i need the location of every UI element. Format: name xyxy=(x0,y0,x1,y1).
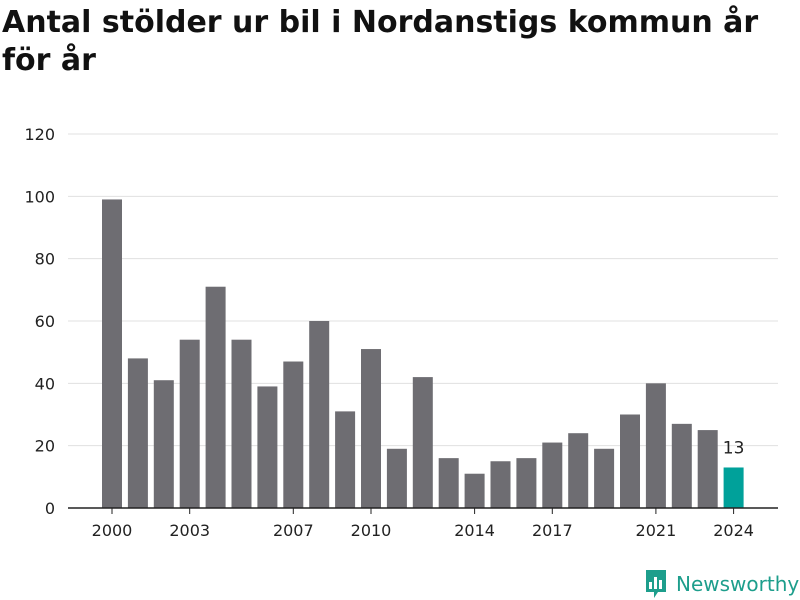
x-tick-label: 2021 xyxy=(636,521,677,540)
bar-2011 xyxy=(386,448,407,508)
y-tick-label: 80 xyxy=(35,250,55,269)
newsworthy-chart-icon xyxy=(646,570,666,598)
bar-2000 xyxy=(102,199,122,508)
bar-2013 xyxy=(438,458,459,508)
bar-2008 xyxy=(309,321,330,508)
x-tick-label: 2024 xyxy=(713,521,754,540)
bar-2015 xyxy=(490,461,511,508)
bar-2017 xyxy=(542,442,563,508)
data-labels: 13 xyxy=(723,438,745,458)
bar-2007 xyxy=(283,361,304,508)
y-tick-label: 120 xyxy=(24,125,55,144)
bar-2004 xyxy=(205,286,226,508)
bar-2010 xyxy=(361,349,381,508)
y-tick-label: 60 xyxy=(35,312,55,331)
bar-2002 xyxy=(153,380,174,508)
chart-title: Antal stölder ur bil i Nordanstigs kommu… xyxy=(2,5,759,78)
bar-2022 xyxy=(671,423,692,508)
y-tick-label: 20 xyxy=(35,437,55,456)
bar-2009 xyxy=(335,411,356,508)
newsworthy-logo: Newsworthy xyxy=(644,568,799,600)
y-tick-label: 0 xyxy=(45,499,55,518)
bar-2018 xyxy=(568,433,589,508)
highlight-value-label: 13 xyxy=(723,438,745,458)
bars xyxy=(102,199,744,508)
x-tick-label: 2010 xyxy=(351,521,392,540)
bar-2006 xyxy=(257,386,278,508)
x-tick-label: 2017 xyxy=(532,521,573,540)
x-tick-label: 2000 xyxy=(92,521,133,540)
bar-2024 xyxy=(723,467,744,508)
x-tick-label: 2007 xyxy=(273,521,314,540)
x-tick-label: 2014 xyxy=(454,521,495,540)
bar-2005 xyxy=(231,339,252,508)
y-tick-label: 40 xyxy=(35,374,55,393)
brand-name: Newsworthy xyxy=(676,572,800,596)
x-tick-label: 2003 xyxy=(169,521,210,540)
x-axis-ticks: 2000 2003 2007 2010 2014 2017 2021 2024 xyxy=(92,508,754,540)
bar-2001 xyxy=(127,358,148,508)
bar-2019 xyxy=(594,448,615,508)
bar-2021 xyxy=(645,383,666,508)
y-axis-ticks: 0 20 40 60 80 100 120 xyxy=(24,125,55,518)
bar-2023 xyxy=(697,430,718,508)
bar-2003 xyxy=(179,339,200,508)
bar-2012 xyxy=(412,377,433,508)
bar-2014 xyxy=(464,473,485,508)
y-tick-label: 100 xyxy=(24,187,55,206)
bar-2016 xyxy=(516,458,537,508)
bar-2020 xyxy=(620,414,640,508)
